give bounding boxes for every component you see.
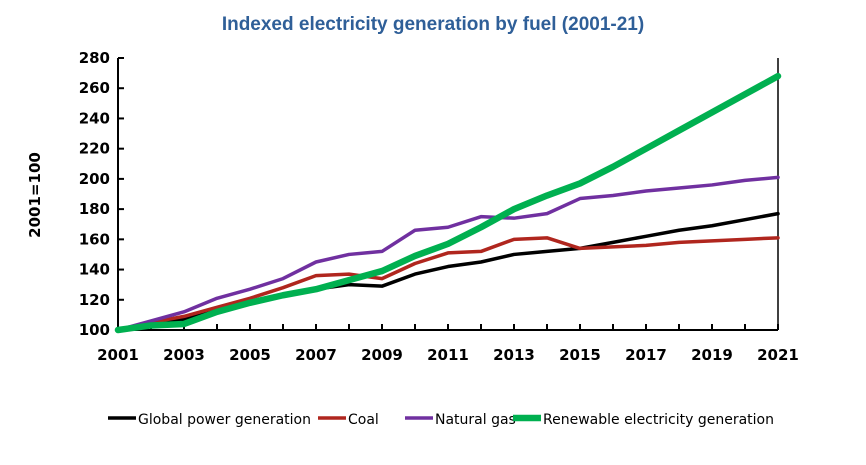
x-tick-label: 2009: [361, 346, 403, 364]
legend-label: Coal: [348, 412, 379, 428]
axes: 100 120 140 160 180 200 220 240 260 280 2001 2003 20…: [79, 49, 799, 364]
series-line-2: [116, 236, 780, 332]
y-tick-label: 200: [79, 170, 110, 188]
x-tick-label: 2021: [757, 346, 799, 364]
y-tick-label: 180: [79, 200, 110, 218]
legend-label: Renewable electricity generation: [543, 412, 774, 428]
x-tick-label: 2005: [229, 346, 271, 364]
y-tick-label: 140: [79, 261, 110, 279]
x-tick-label: 2017: [625, 346, 667, 364]
x-tick-label: 2019: [691, 346, 733, 364]
series-lines: [114, 72, 782, 334]
x-tick-label: 2013: [493, 346, 535, 364]
series-line-4: [114, 72, 782, 334]
y-tick-label: 280: [79, 49, 110, 67]
legend-label: Global power generation: [138, 412, 311, 428]
y-axis-label: 2001=100: [26, 152, 44, 238]
x-tick-label: 2011: [427, 346, 469, 364]
chart-title: Indexed electricity generation by fuel (…: [222, 14, 644, 35]
legend: Global power generation Coal Natural gas Re…: [108, 412, 774, 428]
y-tick-label: 240: [79, 109, 110, 127]
y-tick-label: 100: [79, 321, 110, 339]
y-tick-label: 260: [79, 79, 110, 97]
x-tick-label: 2015: [559, 346, 601, 364]
x-tick-label: 2001: [97, 346, 139, 364]
y-tick-label: 120: [79, 291, 110, 309]
series-line-3: [116, 175, 780, 332]
y-tick-label: 160: [79, 230, 110, 248]
x-tick-label: 2003: [163, 346, 205, 364]
y-tick-label: 220: [79, 140, 110, 158]
x-tick-label: 2007: [295, 346, 337, 364]
legend-label: Natural gas: [435, 412, 516, 428]
